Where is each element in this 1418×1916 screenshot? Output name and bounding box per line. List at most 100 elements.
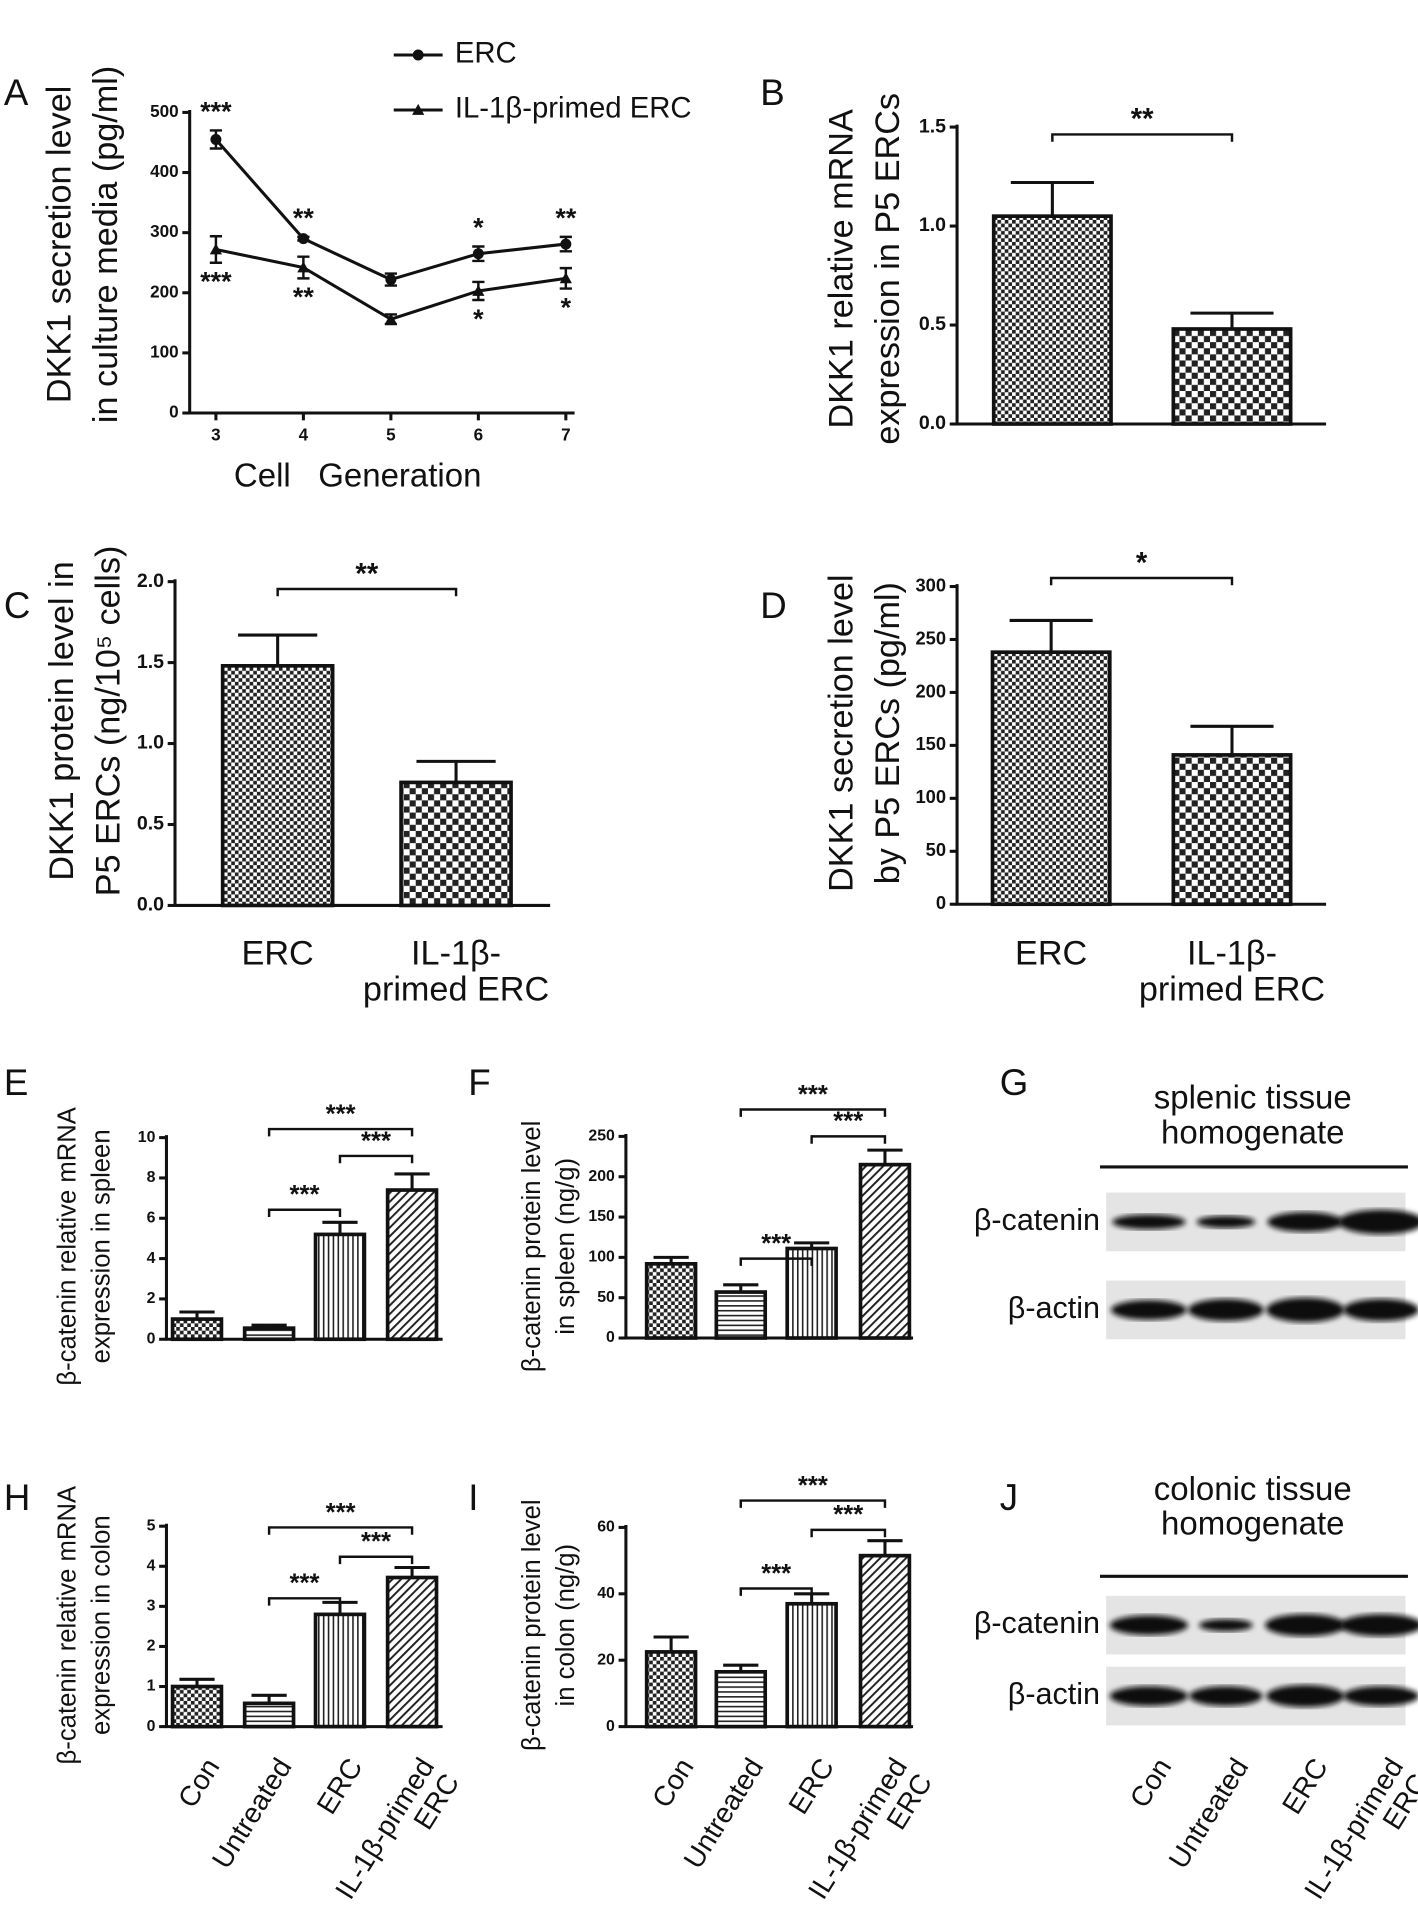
x-tick-label: ERC <box>782 1753 840 1820</box>
significance-bracket <box>1049 576 1234 586</box>
y-tick-label: 200 <box>150 282 179 301</box>
y-tick-label: 1 <box>147 1678 156 1695</box>
blot-band <box>1109 1686 1188 1706</box>
blot-band <box>1111 1300 1187 1320</box>
significance-label: * <box>1136 546 1148 579</box>
blot-band <box>1343 1298 1418 1321</box>
y-tick-label: 0.5 <box>919 313 946 335</box>
y-tick-label: 100 <box>588 1249 615 1266</box>
y-tick-label: 8 <box>147 1169 156 1186</box>
y-tick-label: 100 <box>915 786 946 807</box>
y-tick-label: 400 <box>150 162 179 181</box>
y-tick-label: 300 <box>150 222 179 241</box>
significance-label: ** <box>355 557 378 590</box>
legend-label: IL-1β-primed ERC <box>455 92 692 125</box>
y-axis-title: in colon (ng/g) <box>552 1544 580 1707</box>
blot-band <box>1189 1686 1263 1706</box>
y-tick-label: 0 <box>147 1718 156 1735</box>
blot-title: splenic tissue homogenate <box>1154 1078 1352 1150</box>
y-axis-title: expression in P5 ERCs <box>869 93 907 445</box>
annotation: * <box>473 212 484 242</box>
bar <box>858 1553 912 1729</box>
bar <box>170 1317 224 1342</box>
significance-label: *** <box>761 1560 791 1588</box>
blot-band <box>1343 1686 1418 1706</box>
error-bar <box>322 1220 358 1235</box>
bar <box>313 1612 367 1729</box>
lane-label: Untreated <box>1163 1753 1255 1874</box>
error-bar <box>179 1677 215 1687</box>
lane-label: Con <box>1124 1753 1178 1813</box>
y-tick-label: 0 <box>147 1330 156 1347</box>
y-axis-title: β-catenin protein level <box>518 1499 546 1751</box>
y-tick-label: 50 <box>597 1289 615 1306</box>
significance-bracket <box>1051 133 1234 142</box>
annotation: ** <box>293 282 314 312</box>
y-axis-title: in spleen (ng/g) <box>552 1158 580 1335</box>
y-tick-label: 0.5 <box>137 813 164 835</box>
y-tick-label: 60 <box>597 1519 615 1536</box>
x-axis-title: Cell Generation <box>234 456 482 493</box>
x-tick-label: 7 <box>561 426 571 445</box>
x-tick-label: 5 <box>386 426 396 445</box>
y-tick-label: 4 <box>147 1557 156 1574</box>
bar <box>644 1261 698 1340</box>
point <box>560 238 572 250</box>
error-bar <box>394 1172 430 1191</box>
y-tick-label: 20 <box>597 1651 615 1668</box>
blot-band <box>1266 1685 1345 1708</box>
y-axis-title: expression in spleen <box>88 1129 116 1363</box>
bar <box>714 1290 768 1340</box>
x-tick-label: 3 <box>211 426 221 445</box>
error-bar <box>251 1323 287 1329</box>
panel-label: D <box>760 585 786 626</box>
significance-bracket <box>739 1587 813 1596</box>
y-tick-label: 0 <box>606 1718 615 1735</box>
annotation: * <box>561 292 572 322</box>
y-tick-label: 500 <box>150 102 179 121</box>
error-bar <box>867 1148 903 1165</box>
row-label: β-actin <box>1008 1677 1100 1711</box>
significance-label: *** <box>798 1472 828 1500</box>
y-axis-title: DKK1 secretion level <box>822 574 860 891</box>
panel-label: C <box>4 585 30 626</box>
bar <box>170 1684 224 1729</box>
bar <box>714 1669 768 1729</box>
blot-band <box>1109 1615 1188 1635</box>
y-tick-label: 1.0 <box>919 214 946 236</box>
significance-label: *** <box>290 1570 320 1598</box>
point <box>384 313 397 325</box>
point <box>297 261 310 273</box>
bar <box>785 1601 838 1729</box>
significance-label: *** <box>326 1499 356 1527</box>
significance-label: ** <box>1131 103 1154 136</box>
blot-band <box>1264 1614 1346 1637</box>
significance-bracket <box>739 1257 813 1266</box>
y-tick-label: 40 <box>597 1585 615 1602</box>
x-tick-label: Con <box>646 1753 700 1813</box>
point <box>472 284 485 296</box>
point <box>385 274 397 286</box>
y-tick-label: 250 <box>588 1128 615 1145</box>
bar <box>242 1701 296 1729</box>
x-tick-label: IL-1β-primed ERC <box>1139 935 1325 1009</box>
y-tick-label: 4 <box>147 1250 156 1267</box>
y-axis-title: in culture media (pg/ml) <box>87 66 125 423</box>
y-tick-label: 200 <box>588 1168 615 1185</box>
bar <box>242 1326 296 1342</box>
y-tick-label: 5 <box>147 1517 156 1534</box>
significance-bracket <box>267 1208 342 1218</box>
x-tick-label: ERC <box>1015 935 1087 973</box>
panel-label: J <box>1000 1477 1018 1518</box>
y-tick-label: 250 <box>915 627 946 648</box>
y-axis-title: by P5 ERCs (pg/ml) <box>869 582 907 884</box>
series-line <box>214 138 567 282</box>
y-tick-label: 150 <box>915 733 946 754</box>
significance-bracket <box>338 1154 414 1164</box>
point <box>210 133 222 145</box>
significance-label: *** <box>798 1081 828 1109</box>
y-tick-label: 100 <box>150 342 179 361</box>
error-bar <box>1190 311 1274 329</box>
error-bar <box>394 1565 430 1578</box>
